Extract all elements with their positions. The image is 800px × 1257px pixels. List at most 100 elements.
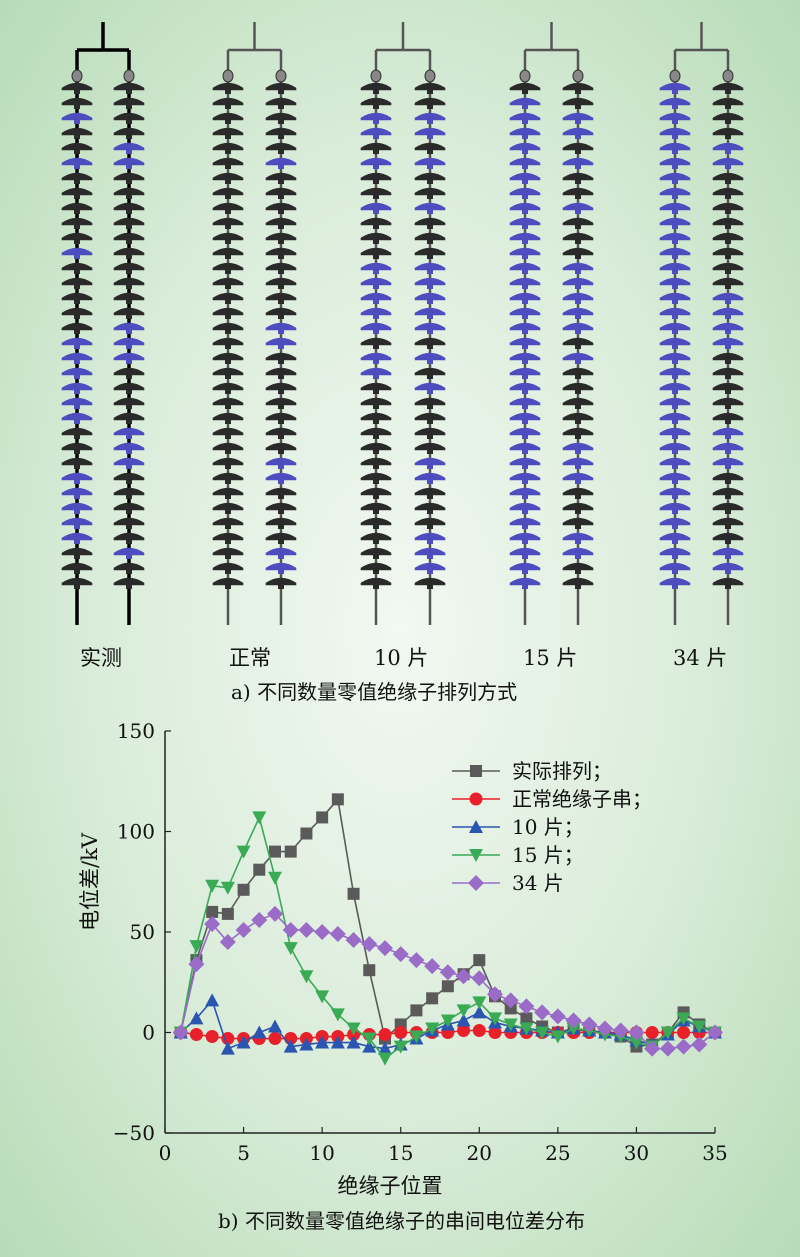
insulator-pin [427,525,433,529]
insulator-pin [74,450,80,454]
insulator-pin [278,345,284,349]
insulator-pin [74,345,80,349]
zero-value-insulator [562,157,594,166]
insulator-pin [427,420,433,424]
insulator-pin [373,135,379,139]
insulator-pin [672,315,678,319]
data-point [565,1012,582,1029]
insulator-disc [212,277,244,286]
data-point [251,911,268,928]
insulator-pin [672,450,678,454]
zero-value-insulator [509,292,541,301]
data-point [282,921,299,938]
data-point [189,940,204,954]
zero-value-insulator [712,547,744,556]
insulator-disc [212,502,244,511]
zero-value-insulator [61,112,93,121]
insulator-pin [427,225,433,229]
data-point [300,827,313,840]
insulator-pin [522,255,528,259]
insulator-pin [522,300,528,304]
insulator-pin [126,165,132,169]
fitting-cap [722,69,734,83]
zero-value-insulator [113,142,145,151]
insulator-pin [672,405,678,409]
insulator-pin [225,90,231,94]
data-point [487,986,503,1003]
data-point [378,1041,392,1055]
insulator-disc [360,217,392,226]
insulator-pin [427,465,433,469]
insulator-disc [562,142,594,151]
insulator-disc [212,337,244,346]
insulator-pin [427,165,433,169]
insulator-pin [225,105,231,109]
insulator-disc [265,187,297,196]
insulator-pin [672,585,678,589]
insulator-pin [373,315,379,319]
insulator-pin [672,570,678,574]
insulator-pin [427,285,433,289]
insulator-pin [225,375,231,379]
insulator-pin [74,195,80,199]
insulator-pin [575,210,581,214]
insulator-disc [113,397,145,406]
zero-value-insulator [659,352,691,361]
insulator-pin [278,285,284,289]
data-point [455,968,472,985]
insulator-pin [522,360,528,364]
zero-value-insulator [113,547,145,556]
insulator-pin [225,210,231,214]
insulator-pin [225,240,231,244]
caption-a: a) 不同数量零值绝缘子排列方式 [231,680,518,704]
zero-value-insulator [659,292,691,301]
insulator-disc [212,97,244,106]
insulator-pin [126,315,132,319]
insulator-pin [427,90,433,94]
insulator-pin [278,120,284,124]
insulator-pin [373,375,379,379]
insulator-disc [509,82,541,91]
zero-value-insulator [360,352,392,361]
insulator-pin [74,480,80,484]
data-point [566,1022,581,1036]
insulator-pin [427,585,433,589]
fitting-cap [71,69,83,83]
zero-value-insulator [414,262,446,271]
insulator-pin [522,420,528,424]
insulator-pin [522,120,528,124]
insulator-pin [725,555,731,559]
zero-value-insulator [509,412,541,421]
insulator-pin [575,495,581,499]
insulator-pin [522,390,528,394]
insulator-disc [61,97,93,106]
data-point [441,980,454,993]
insulator-string-group [659,22,744,625]
data-point [362,1039,377,1053]
insulator-pin [725,240,731,244]
insulator-pin [74,330,80,334]
insulator-disc [61,262,93,271]
insulator-pin [575,345,581,349]
insulator-disc [265,172,297,181]
insulator-pin [373,525,379,529]
zero-value-insulator [659,472,691,481]
insulator-disc [562,232,594,241]
insulator-disc [414,502,446,511]
insulator-pin [672,330,678,334]
insulator-pin [126,465,132,469]
zero-value-insulator [113,157,145,166]
insulator-pin [725,450,731,454]
data-point [189,1011,204,1025]
zero-value-insulator [360,157,392,166]
insulator-pin [225,195,231,199]
insulator-pin [126,120,132,124]
zero-value-insulator [509,277,541,286]
insulator-pin [575,105,581,109]
insulator-pin [225,525,231,529]
insulator-disc [712,502,744,511]
zero-value-insulator [509,112,541,121]
insulator-disc [360,562,392,571]
insulator-pin [373,300,379,304]
zero-value-insulator [414,532,446,541]
